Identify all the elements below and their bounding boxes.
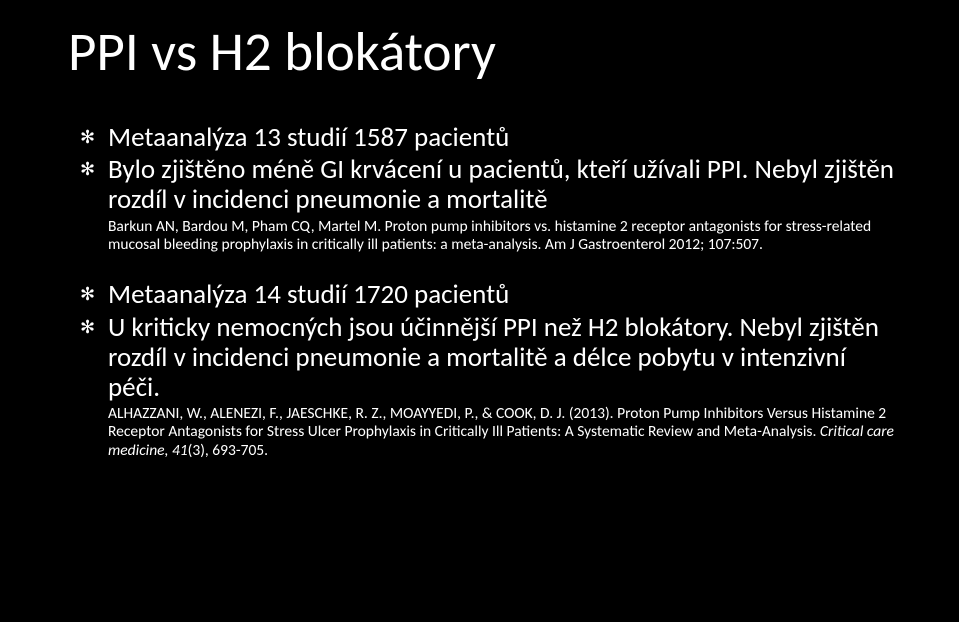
- citation-1: Barkun AN, Bardou M, Pham CQ, Martel M. …: [80, 218, 901, 255]
- bullet-2: Bylo zjištěno méně GI krvácení u pacient…: [80, 155, 901, 215]
- citation-2: ALHAZZANI, W., ALENEZI, F., JAESCHKE, R.…: [80, 405, 901, 460]
- bullet-3: Metaanalýza 14 studií 1720 pacientů: [80, 280, 901, 310]
- slide-title: PPI vs H2 blokátory: [68, 18, 901, 85]
- citation-2-text: ALHAZZANI, W., ALENEZI, F., JAESCHKE, R.…: [108, 404, 886, 441]
- citation-2-pages: (3), 693-705.: [188, 441, 268, 460]
- bullet-1: Metaanalýza 13 studií 1587 pacientů: [80, 123, 901, 153]
- bullet-4: U kriticky nemocných jsou účinnější PPI …: [80, 313, 901, 404]
- slide-content: Metaanalýza 13 studií 1587 pacientů Bylo…: [80, 123, 901, 460]
